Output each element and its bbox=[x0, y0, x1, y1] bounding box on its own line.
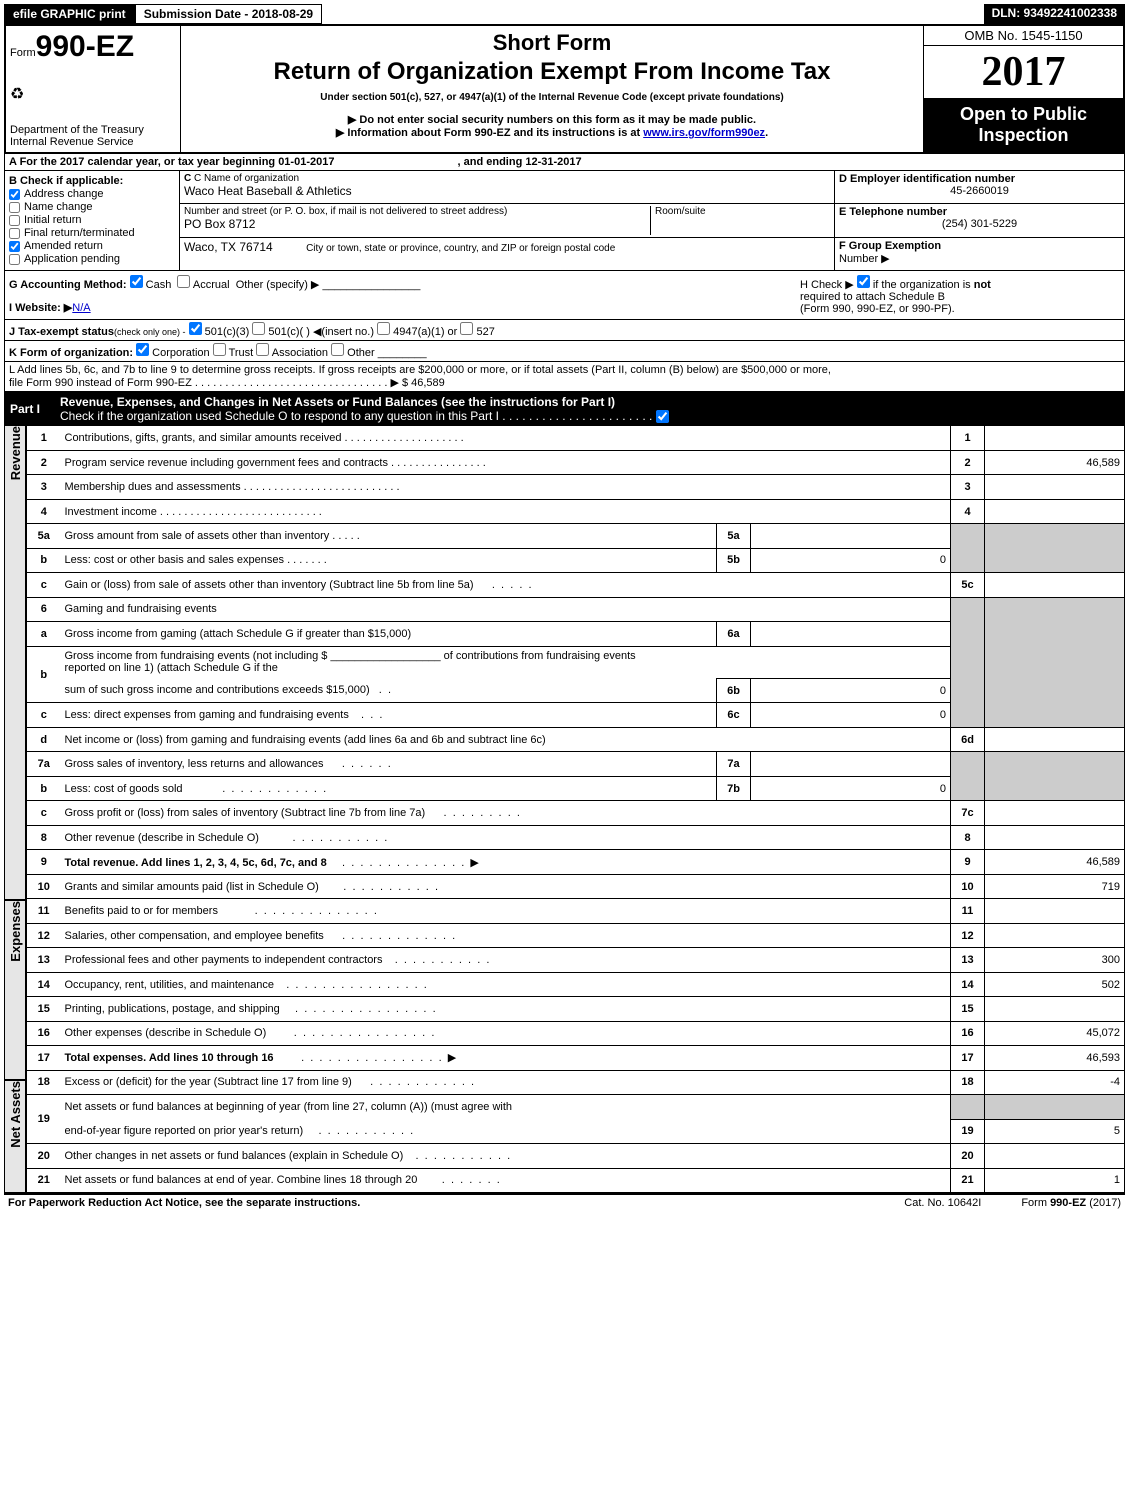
line-1: 1Contributions, gifts, grants, and simil… bbox=[27, 426, 1125, 450]
section-f: F Group Exemption Number ▶ bbox=[835, 238, 1124, 270]
chk-527[interactable] bbox=[460, 322, 473, 335]
dept-treasury: Department of the Treasury bbox=[10, 124, 176, 136]
chk-final-return[interactable] bbox=[9, 228, 20, 239]
chk-name-change[interactable] bbox=[9, 202, 20, 213]
dln: DLN: 93492241002338 bbox=[984, 4, 1125, 24]
open-to-public: Open to Public Inspection bbox=[924, 98, 1123, 152]
net-assets-label: Net Assets bbox=[4, 1080, 26, 1193]
revenue-label: Revenue bbox=[4, 425, 26, 900]
section-e: E Telephone number (254) 301-5229 bbox=[835, 204, 1124, 237]
section-l: L Add lines 5b, 6c, and 7b to line 9 to … bbox=[4, 362, 1125, 393]
line-17: 17Total expenses. Add lines 10 through 1… bbox=[27, 1046, 1125, 1070]
line-6d: dNet income or (loss) from gaming and fu… bbox=[27, 727, 1125, 751]
recycle-icon: ♻ bbox=[10, 84, 176, 104]
chk-application-pending[interactable] bbox=[9, 254, 20, 265]
chk-trust[interactable] bbox=[213, 343, 226, 356]
section-j: J Tax-exempt status(check only one) - 50… bbox=[4, 320, 1125, 341]
submission-date: Submission Date - 2018-08-29 bbox=[135, 4, 322, 24]
info-line: ▶ Information about Form 990-EZ and its … bbox=[187, 126, 917, 139]
chk-4947[interactable] bbox=[377, 322, 390, 335]
under-section: Under section 501(c), 527, or 4947(a)(1)… bbox=[187, 92, 917, 103]
section-gh: G Accounting Method: Cash Accrual Other … bbox=[4, 271, 1125, 320]
website-link[interactable]: N/A bbox=[72, 302, 90, 314]
section-k: K Form of organization: Corporation Trus… bbox=[4, 341, 1125, 362]
section-c-street: Number and street (or P. O. box, if mail… bbox=[184, 206, 650, 234]
line-7a: 7aGross sales of inventory, less returns… bbox=[27, 752, 1125, 776]
line-20: 20Other changes in net assets or fund ba… bbox=[27, 1144, 1125, 1168]
paperwork-notice: For Paperwork Reduction Act Notice, see … bbox=[8, 1197, 360, 1209]
chk-501c3[interactable] bbox=[189, 322, 202, 335]
line-9: 9Total revenue. Add lines 1, 2, 3, 4, 5c… bbox=[27, 850, 1125, 874]
chk-address-change[interactable] bbox=[9, 189, 20, 200]
chk-schedule-o[interactable] bbox=[656, 410, 669, 423]
line-6: 6Gaming and fundraising events bbox=[27, 597, 1125, 621]
chk-schedule-b[interactable] bbox=[857, 275, 870, 288]
chk-accrual[interactable] bbox=[177, 275, 190, 288]
part1-header: Part I Revenue, Expenses, and Changes in… bbox=[4, 393, 1125, 425]
short-form-title: Short Form bbox=[187, 30, 917, 56]
form-header: Form990-EZ ♻ Department of the Treasury … bbox=[4, 24, 1125, 154]
line-2: 2Program service revenue including gover… bbox=[27, 450, 1125, 474]
do-not-enter: ▶ Do not enter social security numbers o… bbox=[187, 113, 917, 126]
line-4: 4Investment income . . . . . . . . . . .… bbox=[27, 499, 1125, 523]
line-10: 10Grants and similar amounts paid (list … bbox=[27, 874, 1125, 898]
section-a: A For the 2017 calendar year, or tax yea… bbox=[4, 154, 1125, 171]
lines-table: 1Contributions, gifts, grants, and simil… bbox=[26, 425, 1125, 1193]
return-title: Return of Organization Exempt From Incom… bbox=[187, 58, 917, 86]
line-5a: 5aGross amount from sale of assets other… bbox=[27, 524, 1125, 548]
line-19b: end-of-year figure reported on prior yea… bbox=[27, 1119, 1125, 1143]
omb-number: OMB No. 1545-1150 bbox=[924, 26, 1123, 46]
line-8: 8Other revenue (describe in Schedule O) … bbox=[27, 825, 1125, 849]
org-info-block: B Check if applicable: Address change Na… bbox=[4, 171, 1125, 271]
page-footer: For Paperwork Reduction Act Notice, see … bbox=[4, 1193, 1125, 1211]
expenses-label: Expenses bbox=[4, 900, 26, 1080]
line-18: 18Excess or (deficit) for the year (Subt… bbox=[27, 1070, 1125, 1094]
section-d: D Employer identification number 45-2660… bbox=[835, 171, 1124, 204]
chk-association[interactable] bbox=[256, 343, 269, 356]
chk-cash[interactable] bbox=[130, 275, 143, 288]
line-19a: 19Net assets or fund balances at beginni… bbox=[27, 1095, 1125, 1119]
part1-body: Revenue Expenses Net Assets 1Contributio… bbox=[4, 425, 1125, 1193]
line-14: 14Occupancy, rent, utilities, and mainte… bbox=[27, 972, 1125, 996]
line-11: 11Benefits paid to or for members . . . … bbox=[27, 899, 1125, 923]
form-ref: Form 990-EZ (2017) bbox=[1021, 1197, 1121, 1209]
line-5c: cGain or (loss) from sale of assets othe… bbox=[27, 573, 1125, 597]
cat-number: Cat. No. 10642I bbox=[904, 1197, 981, 1209]
line-12: 12Salaries, other compensation, and empl… bbox=[27, 923, 1125, 947]
line-21: 21Net assets or fund balances at end of … bbox=[27, 1168, 1125, 1193]
chk-501c[interactable] bbox=[252, 322, 265, 335]
form-prefix: Form bbox=[10, 47, 36, 59]
line-7c: cGross profit or (loss) from sales of in… bbox=[27, 801, 1125, 825]
line-3: 3Membership dues and assessments . . . .… bbox=[27, 475, 1125, 499]
section-c-name: C C Name of organization Waco Heat Baseb… bbox=[180, 171, 834, 204]
irs: Internal Revenue Service bbox=[10, 136, 176, 148]
line-13: 13Professional fees and other payments t… bbox=[27, 948, 1125, 972]
tax-year: 2017 bbox=[924, 46, 1123, 98]
efile-print-button[interactable]: efile GRAPHIC print bbox=[4, 4, 135, 24]
irs-link[interactable]: www.irs.gov/form990ez bbox=[643, 127, 765, 139]
section-c-room: Room/suite bbox=[650, 206, 830, 234]
chk-amended-return[interactable] bbox=[9, 241, 20, 252]
chk-initial-return[interactable] bbox=[9, 215, 20, 226]
line-15: 15Printing, publications, postage, and s… bbox=[27, 997, 1125, 1021]
form-number: 990-EZ bbox=[36, 30, 134, 63]
chk-corporation[interactable] bbox=[136, 343, 149, 356]
section-b: B Check if applicable: Address change Na… bbox=[5, 171, 180, 270]
topbar: efile GRAPHIC print Submission Date - 20… bbox=[4, 4, 1125, 24]
chk-other-org[interactable] bbox=[331, 343, 344, 356]
section-c-city: Waco, TX 76714 City or town, state or pr… bbox=[180, 238, 834, 270]
line-16: 16Other expenses (describe in Schedule O… bbox=[27, 1021, 1125, 1045]
